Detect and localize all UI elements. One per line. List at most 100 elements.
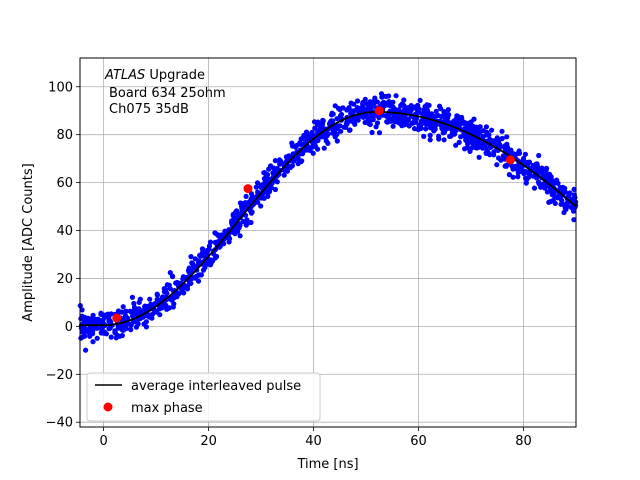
- tick-layer: 0 20 40 60 80 −40 −20 0 20 40 60 80 100: [46, 80, 532, 449]
- sample-point: [325, 140, 331, 146]
- sample-point: [429, 122, 436, 128]
- sample-point: [454, 113, 460, 119]
- sample-point: [416, 106, 422, 112]
- legend-label-max-phase: max phase: [131, 401, 203, 416]
- sample-point: [186, 265, 192, 271]
- sample-point: [467, 148, 473, 154]
- sample-point: [470, 137, 476, 143]
- sample-point: [351, 108, 357, 114]
- sample-point: [143, 324, 149, 330]
- sample-point: [571, 217, 577, 223]
- sample-point: [78, 335, 84, 341]
- sample-point: [268, 163, 274, 169]
- y-tick-label: 100: [48, 80, 73, 95]
- sample-point: [230, 211, 236, 217]
- sample-point: [417, 97, 423, 103]
- sample-point: [95, 316, 101, 322]
- sample-point: [332, 103, 338, 109]
- sample-point: [272, 158, 278, 164]
- sample-point: [272, 178, 279, 184]
- sample-point: [367, 99, 373, 105]
- sample-point: [474, 143, 480, 149]
- sample-point: [557, 195, 563, 201]
- sample-point: [386, 93, 392, 99]
- sample-point: [468, 124, 474, 130]
- sample-point: [559, 188, 565, 194]
- sample-point: [188, 254, 194, 260]
- board-annotation: Board 634 25ohm: [109, 86, 226, 101]
- sample-point: [453, 142, 459, 148]
- sample-point: [327, 119, 333, 125]
- sample-point: [515, 165, 521, 171]
- sample-point: [343, 121, 349, 127]
- sample-point: [390, 123, 396, 129]
- legend-dot-swatch: [103, 402, 113, 412]
- sample-point: [83, 347, 89, 353]
- sample-point: [128, 321, 134, 327]
- sample-point: [192, 256, 198, 262]
- x-tick-label: 20: [200, 434, 217, 449]
- sample-point: [90, 331, 96, 337]
- sample-point: [506, 172, 512, 178]
- sample-point: [459, 116, 465, 122]
- sample-point: [526, 159, 533, 165]
- sample-point: [465, 141, 471, 147]
- sample-point: [154, 292, 160, 298]
- legend: average interleaved pulse max phase: [86, 372, 321, 422]
- sample-point: [571, 208, 577, 214]
- sample-point: [310, 150, 316, 156]
- sample-point: [141, 308, 147, 314]
- sample-point: [423, 119, 429, 125]
- sample-point: [431, 113, 438, 120]
- atlas-label: ATLAS: [104, 68, 145, 83]
- channel-annotation: Ch075 35dB: [109, 102, 189, 117]
- sample-point: [200, 267, 207, 273]
- sample-point: [281, 172, 287, 178]
- sample-point: [552, 200, 558, 206]
- sample-point: [259, 184, 265, 190]
- sample-point: [550, 191, 557, 197]
- sample-point: [373, 124, 379, 130]
- sample-point: [558, 201, 564, 207]
- y-tick-label: −20: [46, 368, 73, 383]
- sample-point: [133, 324, 139, 330]
- sample-point: [445, 107, 451, 113]
- x-tick-label: 0: [99, 434, 107, 449]
- sample-point: [321, 145, 327, 151]
- sample-point: [427, 112, 433, 118]
- sample-point: [393, 93, 399, 99]
- sample-point: [262, 170, 268, 176]
- sample-point: [426, 102, 432, 108]
- sample-point: [108, 334, 114, 340]
- sample-point: [566, 192, 572, 198]
- sample-point: [502, 163, 508, 169]
- sample-point: [146, 314, 152, 320]
- x-tick-label: 60: [410, 434, 427, 449]
- sample-point: [304, 133, 310, 139]
- sample-point: [181, 290, 187, 296]
- sample-point: [458, 134, 464, 140]
- y-tick-label: −40: [46, 416, 73, 431]
- sample-point: [548, 198, 554, 205]
- sample-point: [362, 96, 368, 102]
- x-tick-label: 40: [305, 434, 322, 449]
- sample-point: [311, 142, 317, 148]
- sample-point: [462, 146, 468, 152]
- max-phase-point: [374, 106, 384, 116]
- sample-point: [253, 184, 259, 190]
- sample-point: [365, 118, 371, 124]
- sample-point: [504, 144, 511, 150]
- sample-point: [334, 116, 340, 122]
- sample-point: [295, 161, 301, 167]
- sample-point: [157, 312, 163, 318]
- sample-point: [495, 142, 501, 148]
- sample-point: [254, 180, 261, 186]
- sample-point: [369, 129, 375, 136]
- sample-point: [468, 119, 474, 125]
- sample-point: [278, 158, 284, 164]
- sample-point: [98, 311, 104, 317]
- sample-point: [562, 202, 568, 208]
- max-phase-point: [243, 184, 253, 194]
- sample-point: [569, 196, 575, 202]
- sample-point: [351, 101, 357, 107]
